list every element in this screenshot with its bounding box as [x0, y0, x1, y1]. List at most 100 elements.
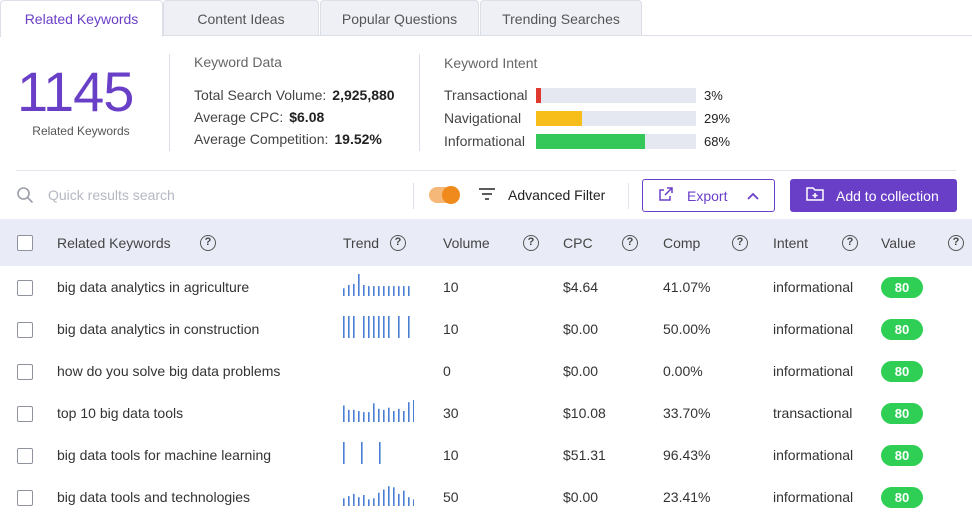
- cpc-cell: $4.64: [563, 279, 599, 295]
- help-circle-icon[interactable]: ?: [948, 235, 964, 251]
- column-header-intent[interactable]: Intent: [773, 219, 808, 266]
- column-header-cpc[interactable]: CPC: [563, 219, 593, 266]
- tab-popular-questions[interactable]: Popular Questions: [320, 0, 479, 36]
- trend-bar: [378, 408, 380, 422]
- trend-bar: [378, 316, 380, 338]
- average-competition-value: 19.52%: [334, 131, 382, 147]
- column-header-trend[interactable]: Trend: [343, 219, 379, 266]
- intent-transactional: Transactional 3%: [444, 85, 723, 105]
- table-row[interactable]: how do you solve big data problems 0 $0.…: [0, 350, 972, 392]
- tab-trending-searches[interactable]: Trending Searches: [480, 0, 642, 36]
- trend-bar: [403, 490, 405, 506]
- trend-bar: [398, 493, 400, 506]
- tab-bar: Related Keywords Content Ideas Popular Q…: [0, 0, 972, 37]
- keyword-data-title: Keyword Data: [194, 54, 282, 70]
- trend-bar: [353, 316, 355, 338]
- keyword-cell[interactable]: how do you solve big data problems: [57, 363, 281, 379]
- table-row[interactable]: big data tools and technologies 50 $0.00…: [0, 476, 972, 518]
- table-row[interactable]: big data analytics in agriculture 10 $4.…: [0, 266, 972, 308]
- trend-bar: [343, 405, 345, 422]
- trend-bar: [358, 411, 360, 422]
- intent-cell: informational: [773, 279, 854, 295]
- cpc-cell: $51.31: [563, 447, 606, 463]
- keyword-cell[interactable]: big data tools for machine learning: [57, 447, 272, 463]
- intent-percent: 3%: [704, 87, 723, 103]
- trend-bar: [353, 283, 355, 296]
- intent-cell: informational: [773, 363, 854, 379]
- keyword-cell[interactable]: top 10 big data tools: [57, 405, 184, 421]
- keyword-cell[interactable]: big data analytics in construction: [57, 321, 260, 337]
- total-search-volume-value: 2,925,880: [332, 87, 395, 103]
- trend-bar: [358, 497, 360, 506]
- column-label: Trend: [343, 234, 380, 251]
- trend-sparkline: [342, 356, 414, 382]
- trend-bar: [343, 442, 345, 464]
- trend-bar: [379, 442, 381, 464]
- column-label: Volume: [443, 234, 490, 251]
- volume-cell: 30: [443, 405, 459, 421]
- row-checkbox[interactable]: [17, 322, 33, 338]
- trend-bar: [343, 288, 345, 296]
- trend-bar: [408, 402, 410, 422]
- help-circle-icon[interactable]: ?: [523, 235, 539, 251]
- intent-navigational: Navigational 29%: [444, 108, 730, 128]
- trend-bar: [393, 411, 395, 422]
- column-header-value[interactable]: Value: [881, 219, 916, 266]
- table-row[interactable]: top 10 big data tools 30 $10.08 33.70% t…: [0, 392, 972, 434]
- row-checkbox[interactable]: [17, 448, 33, 464]
- trend-bar: [393, 286, 395, 296]
- trend-bar: [348, 409, 350, 422]
- tab-related-keywords[interactable]: Related Keywords: [0, 0, 163, 37]
- column-header-keyword[interactable]: Related Keywords: [57, 219, 171, 266]
- intent-cell: informational: [773, 321, 854, 337]
- tab-content-ideas[interactable]: Content Ideas: [163, 0, 319, 36]
- help-circle-icon[interactable]: ?: [622, 235, 638, 251]
- trend-bar: [408, 286, 410, 296]
- value-badge: 80: [881, 403, 923, 424]
- trend-bar: [368, 412, 370, 422]
- trend-bar: [393, 487, 395, 506]
- total-search-volume-label: Total Search Volume:: [194, 87, 327, 103]
- row-checkbox[interactable]: [17, 364, 33, 380]
- trend-bar: [368, 499, 370, 506]
- intent-bar-fill: [536, 87, 541, 103]
- trend-bar: [408, 316, 410, 338]
- trend-bar: [373, 498, 375, 506]
- advanced-filter-button[interactable]: Advanced Filter: [478, 182, 605, 208]
- column-header-comp[interactable]: Comp: [663, 219, 700, 266]
- add-to-collection-button[interactable]: Add to collection: [790, 179, 957, 212]
- intent-cell: transactional: [773, 405, 853, 421]
- chevron-up-icon[interactable]: [746, 189, 760, 206]
- trend-sparkline: [343, 400, 414, 422]
- cpc-cell: $0.00: [563, 489, 599, 505]
- row-checkbox[interactable]: [17, 490, 33, 506]
- row-checkbox[interactable]: [17, 406, 33, 422]
- select-all-checkbox[interactable]: [17, 235, 33, 251]
- filter-toggle[interactable]: [429, 186, 460, 204]
- cpc-cell: $10.08: [563, 405, 606, 421]
- value-badge: 80: [881, 445, 923, 466]
- table-row[interactable]: big data tools for machine learning 10 $…: [0, 434, 972, 476]
- help-circle-icon[interactable]: ?: [200, 235, 216, 251]
- trend-bar: [358, 274, 360, 296]
- average-competition: Average Competition: 19.52%: [194, 131, 382, 147]
- intent-bar-track: [536, 110, 696, 126]
- row-checkbox[interactable]: [17, 280, 33, 296]
- average-competition-label: Average Competition:: [194, 131, 329, 147]
- trend-bar: [398, 316, 400, 338]
- comp-cell: 23.41%: [663, 489, 711, 505]
- help-circle-icon[interactable]: ?: [842, 235, 858, 251]
- trend-bar: [343, 498, 345, 506]
- export-button[interactable]: Export: [642, 179, 775, 212]
- quick-search-input[interactable]: [48, 182, 388, 208]
- table-row[interactable]: big data analytics in construction 10 $0…: [0, 308, 972, 350]
- help-circle-icon[interactable]: ?: [390, 235, 406, 251]
- help-circle-icon[interactable]: ?: [732, 235, 748, 251]
- column-header-volume[interactable]: Volume: [443, 219, 490, 266]
- keyword-cell[interactable]: big data analytics in agriculture: [57, 279, 250, 295]
- trend-bar: [363, 412, 365, 422]
- trend-bar: [373, 286, 375, 296]
- comp-cell: 0.00%: [663, 363, 703, 379]
- keyword-cell[interactable]: big data tools and technologies: [57, 489, 251, 505]
- export-share-icon: [657, 185, 675, 206]
